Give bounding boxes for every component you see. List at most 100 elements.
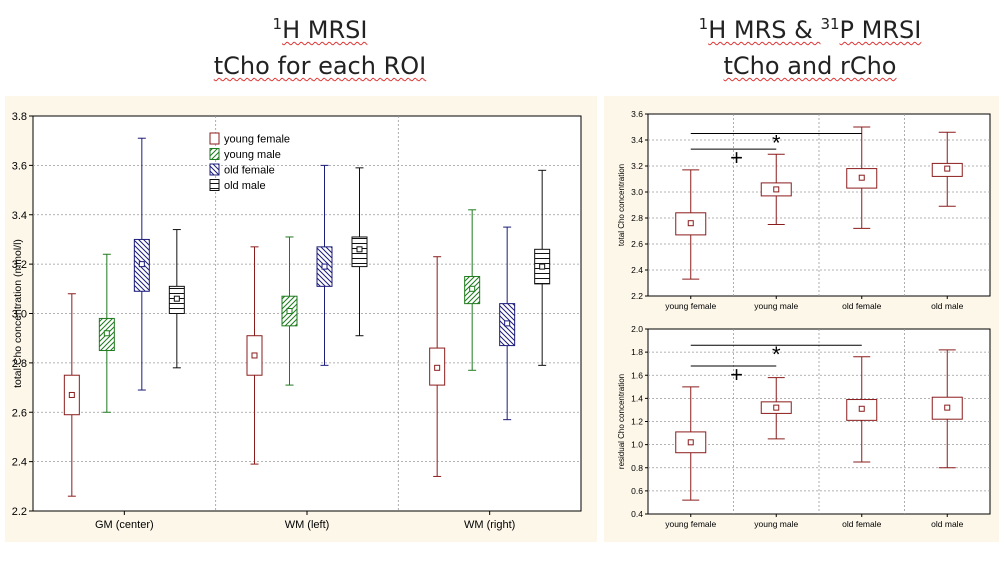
roi-young-male-box <box>281 236 298 386</box>
tcho-old-female-median-marker <box>858 174 865 181</box>
left-title-line2: tCho for each ROI <box>120 48 520 84</box>
rcho-old-female-box <box>846 356 878 463</box>
rcho-old-male-box <box>931 349 963 469</box>
tcho-ytick-label: 2.8 <box>631 213 643 223</box>
tcho-ytick-label: 2.6 <box>631 239 643 249</box>
roi-ylabel: total Cho concentration (mmol/l) <box>12 239 24 388</box>
tcho-young-female-box <box>675 169 707 280</box>
roi-old-male-median-marker <box>539 263 546 270</box>
roi-old-male-median-marker <box>356 246 363 253</box>
tcho-significance-plus: + <box>730 145 743 170</box>
right-title-superscript-1: 1 <box>698 15 709 33</box>
tcho-old-male-box <box>931 131 963 207</box>
rcho-ytick-label: 1.2 <box>631 417 643 427</box>
rcho-old-female-median-marker <box>858 405 865 412</box>
roi-ytick-label: 3.6 <box>12 160 27 172</box>
legend-swatch-young-male <box>209 148 220 160</box>
roi-boxplot-chart: 2.2 2.4 2.6 2.8 3.0 3.2 3.4 3.6 3.8 GM (center) WM… <box>12 111 582 531</box>
tcho-ylabel: total Cho concentration <box>617 164 626 246</box>
roi-ytick-label: 3.8 <box>12 111 27 123</box>
left-title-text: H MRSI <box>282 16 368 44</box>
roi-ytick-label: 3.0 <box>12 309 27 321</box>
rcho-ytick-label: 2.0 <box>631 324 643 334</box>
right-title-part2: P MRSI <box>839 16 922 44</box>
roi-young-female-median-marker <box>68 391 75 398</box>
rcho-young-male-box <box>760 377 792 440</box>
tcho-old-female-box <box>846 126 878 229</box>
left-title: 1H MRSI tCho for each ROI <box>120 6 520 84</box>
right-title-superscript-2: 31 <box>820 15 840 33</box>
roi-young-female-box <box>63 293 80 497</box>
roi-old-male-box <box>351 167 368 337</box>
roi-old-female-median-marker <box>321 263 328 270</box>
group-boxplot-charts: 2.2 2.4 2.6 2.8 3.0 3.2 3.4 3.6 young female youn… <box>617 109 991 529</box>
roi-ytick-label: 2.4 <box>12 457 27 469</box>
tcho-xtick-label: young female <box>665 301 716 311</box>
tcho-plot-area <box>647 113 991 297</box>
roi-old-male-median-marker <box>173 295 180 302</box>
right-title-line1: 1H MRS & 31P MRSI <box>620 6 1000 48</box>
roi-young-female-median-marker <box>251 352 258 359</box>
tcho-young-female-median-marker <box>687 220 694 227</box>
left-title-subtext: tCho for each ROI <box>213 52 427 80</box>
tcho-ytick-label: 2.2 <box>631 291 643 301</box>
rcho-ytick-label: 1.6 <box>631 370 643 380</box>
tcho-old-male-median-marker <box>944 165 951 172</box>
rcho-ylabel: residual Cho concentration <box>617 374 626 469</box>
roi-young-male-box <box>464 209 481 371</box>
roi-old-male-box <box>534 169 551 366</box>
right-title-part1: H MRS & <box>708 16 821 44</box>
roi-chart-panel: 2.2 2.4 2.6 2.8 3.0 3.2 3.4 3.6 3.8 GM (center) WM… <box>5 96 597 542</box>
right-title-subtext: tCho and rCho <box>723 52 897 80</box>
roi-young-female-box <box>246 246 263 465</box>
tcho-ytick-label: 3.4 <box>631 135 643 145</box>
tcho-ytick-label: 3.0 <box>631 187 643 197</box>
rcho-ytick-label: 0.6 <box>631 486 643 496</box>
rcho-ytick-label: 1.0 <box>631 440 643 450</box>
tcho-significance-asterisk: * <box>772 131 781 156</box>
tcho-ytick-label: 3.2 <box>631 161 643 171</box>
rcho-xtick-label: old female <box>842 519 881 529</box>
roi-ytick-label: 2.8 <box>12 358 27 370</box>
roi-old-female-box <box>316 164 333 366</box>
rcho-xtick-label: young female <box>665 519 716 529</box>
rcho-ytick-label: 1.4 <box>631 393 643 403</box>
group-chart-panel: 2.2 2.4 2.6 2.8 3.0 3.2 3.4 3.6 young female youn… <box>604 96 999 542</box>
rcho-young-female-median-marker <box>687 439 694 446</box>
right-title-line2: tCho and rCho <box>620 48 1000 84</box>
roi-xtick-label: WM (left) <box>285 519 330 531</box>
tcho-xtick-label: old female <box>842 301 881 311</box>
rcho-significance-plus: + <box>730 362 743 387</box>
tcho-xtick-label: old male <box>931 301 963 311</box>
rcho-young-male-median-marker <box>773 404 780 411</box>
left-title-line1: 1H MRSI <box>120 6 520 48</box>
tcho-ytick-label: 2.4 <box>631 265 643 275</box>
legend-label-young-male: young male <box>224 149 281 161</box>
rcho-ytick-label: 0.8 <box>631 463 643 473</box>
roi-young-male-box <box>98 253 115 413</box>
rcho-xtick-label: young male <box>754 519 798 529</box>
roi-old-female-median-marker <box>138 261 145 268</box>
tcho-xtick-label: young male <box>754 301 798 311</box>
rcho-ytick-label: 0.4 <box>631 509 643 519</box>
roi-young-male-median-marker <box>469 285 476 292</box>
roi-young-male-median-marker <box>286 308 293 315</box>
roi-young-female-median-marker <box>434 364 441 371</box>
tcho-young-male-median-marker <box>773 186 780 193</box>
roi-ytick-label: 3.2 <box>12 259 27 271</box>
roi-ytick-label: 3.4 <box>12 210 27 222</box>
rcho-ytick-label: 1.8 <box>631 347 643 357</box>
legend-label-young-female: young female <box>224 134 290 146</box>
legend-swatch-young-female <box>209 132 220 145</box>
right-title: 1H MRS & 31P MRSI tCho and rCho <box>620 6 1000 84</box>
roi-young-female-box <box>429 256 446 477</box>
legend-label-old-male: old male <box>224 180 266 192</box>
legend-label-old-female: old female <box>224 165 275 177</box>
roi-old-female-box <box>499 226 516 421</box>
roi-old-male-box <box>168 229 185 369</box>
legend-swatch-old-female <box>209 163 220 176</box>
roi-old-female-box <box>133 137 150 391</box>
roi-ytick-label: 2.2 <box>12 506 27 518</box>
roi-young-male-median-marker <box>103 330 110 337</box>
rcho-old-male-median-marker <box>944 404 951 411</box>
